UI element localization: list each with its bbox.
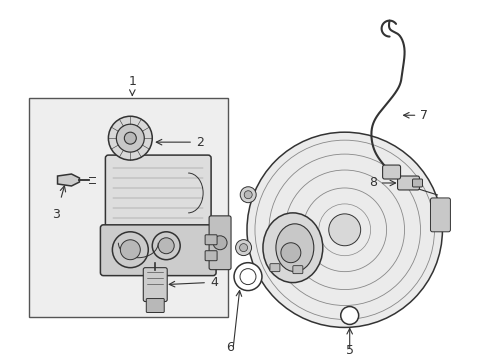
Circle shape (236, 240, 251, 256)
Text: 3: 3 (51, 208, 59, 221)
FancyBboxPatch shape (209, 216, 231, 270)
Circle shape (240, 187, 256, 203)
FancyBboxPatch shape (293, 266, 303, 274)
Text: 1: 1 (128, 75, 136, 88)
FancyBboxPatch shape (431, 198, 450, 232)
Circle shape (247, 132, 442, 328)
Text: 8: 8 (369, 176, 378, 189)
Circle shape (213, 236, 227, 250)
Circle shape (240, 269, 256, 285)
Circle shape (341, 306, 359, 324)
Text: 4: 4 (210, 276, 218, 289)
Text: 5: 5 (346, 344, 354, 357)
FancyBboxPatch shape (100, 225, 216, 276)
Circle shape (240, 244, 247, 252)
Circle shape (244, 191, 252, 199)
FancyBboxPatch shape (383, 165, 400, 179)
FancyBboxPatch shape (397, 176, 419, 190)
Circle shape (158, 238, 174, 254)
Polygon shape (57, 174, 79, 186)
Circle shape (108, 116, 152, 160)
Text: 7: 7 (419, 109, 427, 122)
Ellipse shape (263, 213, 323, 283)
FancyBboxPatch shape (205, 251, 217, 261)
Circle shape (234, 263, 262, 291)
Circle shape (152, 232, 180, 260)
Ellipse shape (276, 224, 314, 272)
FancyBboxPatch shape (105, 155, 211, 231)
FancyBboxPatch shape (147, 298, 164, 312)
Text: 6: 6 (226, 341, 234, 354)
Circle shape (121, 240, 140, 260)
FancyBboxPatch shape (143, 268, 167, 302)
FancyBboxPatch shape (270, 264, 280, 272)
Circle shape (116, 124, 144, 152)
FancyBboxPatch shape (413, 179, 422, 187)
Text: 2: 2 (196, 136, 204, 149)
Bar (28, 98, 228, 318)
Circle shape (281, 243, 301, 263)
Circle shape (112, 232, 148, 268)
FancyBboxPatch shape (205, 235, 217, 245)
Circle shape (329, 214, 361, 246)
Circle shape (124, 132, 136, 144)
